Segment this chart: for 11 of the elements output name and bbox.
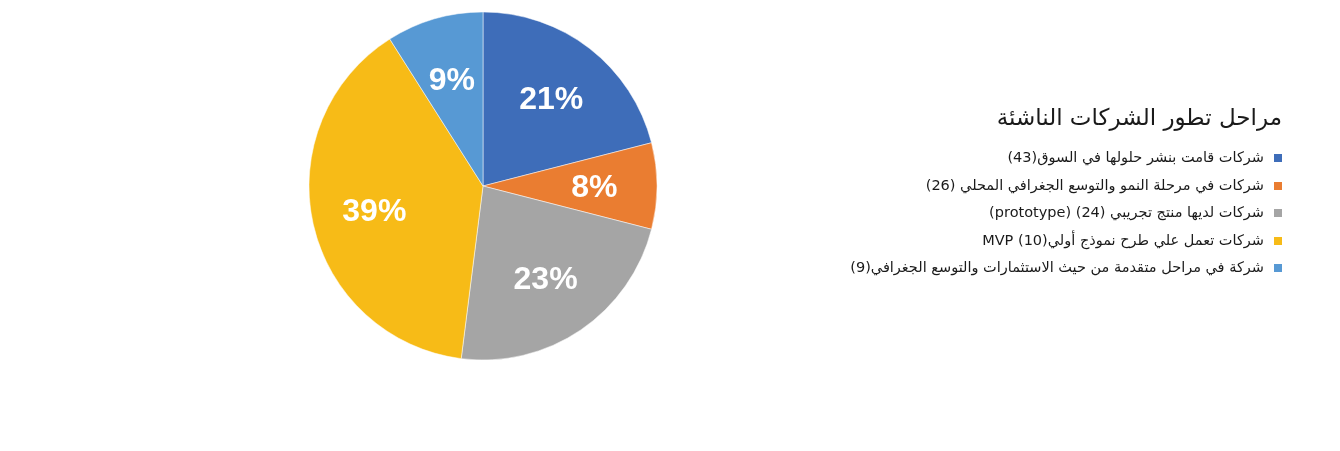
legend-label: شركات لديها منتج تجريبي (24) (prototype) — [989, 204, 1264, 220]
data-label: 39% — [342, 192, 407, 229]
legend-label: شركات قامت بنشر حلولها في السوق(43) — [1007, 149, 1264, 165]
legend-title: مراحل تطور الشركات الناشئة — [995, 103, 1282, 132]
legend-label: شركات تعمل علي طرح نموذج أولي(10) MVP — [982, 231, 1264, 248]
legend-label: شركة في مراحل متقدمة من حيث الاستثمارات والتوسع الجغرافي(9) — [850, 259, 1264, 275]
data-label: 9% — [428, 61, 476, 98]
data-label: 21% — [519, 80, 584, 117]
legend-label: شركات في مرحلة النمو والتوسع الجغرافي المحلي (26) — [925, 176, 1264, 193]
data-label: 8% — [571, 168, 618, 204]
data-label: 23% — [513, 260, 578, 297]
